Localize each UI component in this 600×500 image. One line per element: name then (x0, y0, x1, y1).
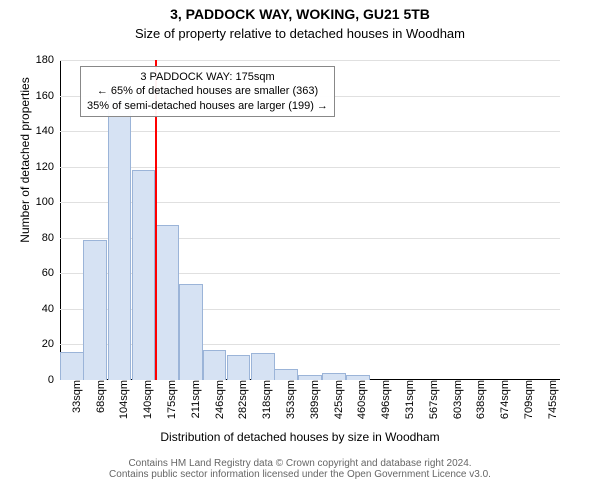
histogram-bar (322, 373, 346, 380)
x-tick-label: 567sqm (426, 380, 440, 419)
grid-line (60, 60, 560, 61)
x-tick-label: 389sqm (307, 380, 321, 419)
y-axis-line (60, 60, 61, 380)
x-tick-label: 211sqm (188, 380, 202, 418)
histogram-bar (155, 225, 179, 380)
x-tick-label: 175sqm (164, 380, 178, 419)
y-axis-label: Number of detached properties (18, 0, 32, 320)
x-tick-label: 68sqm (93, 380, 107, 413)
y-tick-label: 60 (42, 267, 60, 279)
x-tick-label: 603sqm (450, 380, 464, 419)
x-tick-label: 745sqm (545, 380, 559, 419)
x-tick-label: 425sqm (331, 380, 345, 419)
histogram-bar (251, 353, 275, 380)
histogram-bar (60, 352, 84, 380)
plot-area: 02040608010012014016018033sqm68sqm104sqm… (60, 60, 560, 380)
histogram-bar (108, 94, 132, 380)
x-tick-label: 282sqm (235, 380, 249, 419)
x-tick-label: 709sqm (521, 380, 535, 419)
histogram-bar (132, 170, 156, 380)
y-tick-label: 180 (36, 54, 60, 66)
x-tick-label: 104sqm (116, 380, 130, 419)
histogram-bar (179, 284, 203, 380)
y-tick-label: 0 (48, 374, 60, 386)
y-tick-label: 20 (42, 338, 60, 350)
y-tick-label: 100 (36, 196, 60, 208)
y-tick-label: 160 (36, 90, 60, 102)
x-tick-label: 496sqm (378, 380, 392, 419)
histogram-bar (227, 355, 251, 380)
histogram-bar (203, 350, 227, 380)
y-tick-label: 140 (36, 125, 60, 137)
annotation-line2: ← 65% of detached houses are smaller (36… (87, 84, 328, 98)
annotation-box: 3 PADDOCK WAY: 175sqm ← 65% of detached … (80, 66, 335, 117)
annotation-line3: 35% of semi-detached houses are larger (… (87, 99, 328, 113)
x-tick-label: 638sqm (473, 380, 487, 419)
footer-line2: Contains public sector information licen… (0, 469, 600, 480)
footer-line1: Contains HM Land Registry data © Crown c… (0, 458, 600, 469)
x-tick-label: 140sqm (140, 380, 154, 419)
y-tick-label: 80 (42, 232, 60, 244)
y-tick-label: 120 (36, 161, 60, 173)
x-tick-label: 460sqm (354, 380, 368, 419)
grid-line (60, 131, 560, 132)
x-tick-label: 246sqm (212, 380, 226, 419)
histogram-bar (274, 369, 298, 380)
grid-line (60, 167, 560, 168)
title-main: 3, PADDOCK WAY, WOKING, GU21 5TB (0, 6, 600, 22)
x-axis-label: Distribution of detached houses by size … (0, 430, 600, 444)
x-tick-label: 674sqm (497, 380, 511, 419)
chart-container: 3, PADDOCK WAY, WOKING, GU21 5TB Size of… (0, 0, 600, 500)
x-tick-label: 353sqm (283, 380, 297, 419)
title-sub: Size of property relative to detached ho… (0, 26, 600, 41)
x-tick-label: 33sqm (69, 380, 83, 413)
footer-attribution: Contains HM Land Registry data © Crown c… (0, 458, 600, 480)
y-tick-label: 40 (42, 303, 60, 315)
annotation-line1: 3 PADDOCK WAY: 175sqm (87, 70, 328, 84)
histogram-bar (83, 240, 107, 380)
x-tick-label: 318sqm (259, 380, 273, 419)
x-tick-label: 531sqm (402, 380, 416, 419)
